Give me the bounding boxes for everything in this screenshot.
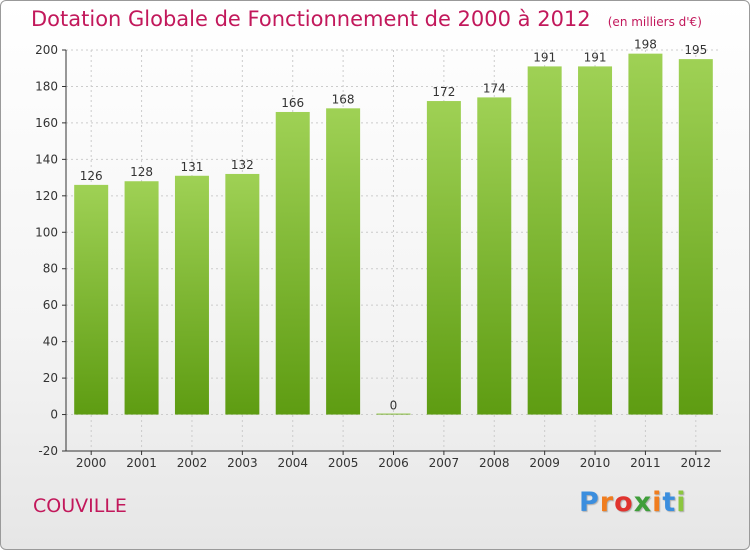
y-tick-label: 0 — [50, 408, 58, 422]
y-tick-label: 180 — [35, 79, 58, 93]
bar-2001 — [124, 181, 159, 415]
y-tick-label: 80 — [43, 262, 58, 276]
bar-2012 — [678, 59, 713, 415]
bar-2003 — [225, 173, 260, 415]
bar-2010 — [578, 66, 613, 415]
bar-2006 — [376, 413, 411, 415]
logo-letter: i — [676, 487, 687, 518]
x-tick-label: 2008 — [479, 456, 510, 470]
logo-letter: r — [599, 487, 615, 518]
y-tick-label: 20 — [43, 371, 58, 385]
data-label-2010: 191 — [584, 50, 607, 64]
bars — [74, 53, 713, 415]
chart-title-block: Dotation Globale de Fonctionnement de 20… — [31, 7, 702, 31]
x-tick-label: 2006 — [378, 456, 409, 470]
x-tick-label: 2002 — [177, 456, 208, 470]
data-label-2011: 198 — [634, 38, 657, 52]
logo-letter: i — [652, 487, 663, 518]
y-tick-label: 40 — [43, 335, 58, 349]
x-tick-label: 2004 — [277, 456, 308, 470]
data-label-2008: 174 — [483, 81, 506, 95]
data-label-2002: 131 — [181, 160, 204, 174]
x-tick-label: 2007 — [429, 456, 460, 470]
x-tick-label: 2000 — [76, 456, 107, 470]
x-tick-label: 2001 — [126, 456, 157, 470]
x-tick-label: 2005 — [328, 456, 359, 470]
y-tick-label: 140 — [35, 152, 58, 166]
y-tick-label: -20 — [38, 444, 58, 458]
labels: 126 128 131 132 166 168 0 172 174 191 191 198 195 — [80, 38, 708, 413]
bar-2005 — [326, 108, 361, 415]
logo-letter: x — [633, 487, 653, 518]
data-label-2003: 132 — [231, 158, 254, 172]
y-tick-label: 160 — [35, 116, 58, 130]
data-label-2004: 166 — [281, 96, 304, 110]
data-label-2005: 168 — [332, 92, 355, 106]
x-tick-label: 2009 — [529, 456, 560, 470]
logo-letter: o — [614, 487, 634, 518]
x-tick-label: 2011 — [630, 456, 661, 470]
data-label-2000: 126 — [80, 169, 103, 183]
data-label-2001: 128 — [130, 165, 153, 179]
axes: -20 0 20 40 60 80 100 120 140 160 180 200 2000 2001 20… — [35, 43, 721, 470]
y-tick-label: 200 — [35, 43, 58, 57]
logo-letter: t — [662, 487, 677, 518]
data-label-2007: 172 — [432, 85, 455, 99]
y-tick-label: 60 — [43, 298, 58, 312]
x-tick-label: 2003 — [227, 456, 258, 470]
logo-letter: P — [579, 487, 600, 518]
bar-2011 — [628, 53, 663, 415]
x-tick-label: 2012 — [681, 456, 712, 470]
chart-title: Dotation Globale de Fonctionnement de 20… — [31, 7, 591, 31]
data-label-2012: 195 — [684, 43, 707, 57]
bar-2004 — [275, 111, 310, 415]
bar-2008 — [477, 97, 512, 415]
bar-2009 — [527, 66, 562, 415]
x-tick-label: 2010 — [580, 456, 611, 470]
chart-unit-note: (en milliers d'€) — [607, 15, 702, 29]
bar-2000 — [74, 184, 109, 415]
proxiti-logo: Proxiti — [579, 487, 687, 518]
grid — [66, 49, 721, 452]
data-label-2006: 0 — [390, 399, 398, 413]
bar-2002 — [174, 175, 209, 415]
y-tick-label: 100 — [35, 225, 58, 239]
y-tick-label: 120 — [35, 189, 58, 203]
data-label-2009: 191 — [533, 50, 556, 64]
commune-name: COUVILLE — [33, 495, 127, 517]
bar-2007 — [426, 101, 461, 415]
